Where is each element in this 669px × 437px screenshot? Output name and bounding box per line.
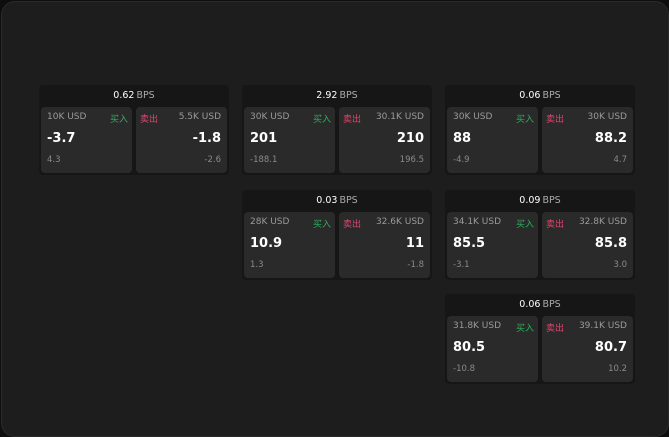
quote-card: 2.92 BPS 30K USD 买入 201 -188.1 卖出 30.1K U… [242,85,432,175]
quote-card: 0.06 BPS 31.8K USD 买入 80.5 -10.8 卖出 39.1K… [445,294,635,384]
buy-cell[interactable]: 28K USD 买入 10.9 1.3 [244,212,335,278]
ask-quantity: 30.1K USD [375,112,424,122]
bid-price: 201 [250,131,278,146]
bid-change: -10.8 [453,364,475,374]
ask-quantity: 30K USD [587,112,627,122]
bid-price: 80.5 [453,340,486,355]
bid-change: -3.1 [453,260,470,270]
spread-header: 0.06 BPS [445,85,635,106]
spread-value: 2.92 [316,90,338,101]
ask-quantity: 5.5K USD [178,112,221,122]
spread-value: 0.06 [519,299,541,310]
sell-label: 卖出 [546,324,565,334]
ask-price: 11 [405,236,424,251]
buy-label: 买入 [312,220,331,230]
ask-change: 196.5 [399,155,424,165]
sell-cell[interactable]: 卖出 30.1K USD 210 196.5 [339,107,430,173]
ask-price: 210 [396,131,424,146]
buy-label: 买入 [515,220,534,230]
buy-label: 买入 [109,115,128,125]
ask-change: -2.6 [204,155,221,165]
buy-cell[interactable]: 34.1K USD 买入 85.5 -3.1 [447,212,538,278]
ask-change: 3.0 [613,260,627,270]
spread-unit: BPS [339,90,358,101]
spread-unit: BPS [542,90,561,101]
spread-header: 0.03 BPS [242,190,432,211]
spread-unit: BPS [542,195,561,206]
sell-label: 卖出 [140,115,159,125]
sell-label: 卖出 [546,115,565,125]
buy-label: 买入 [312,115,331,125]
spread-unit: BPS [339,195,358,206]
buy-cell[interactable]: 31.8K USD 买入 80.5 -10.8 [447,316,538,382]
ask-change: 10.2 [608,364,627,374]
ask-price: 85.8 [594,236,627,251]
bid-quantity: 34.1K USD [453,217,502,227]
bid-quantity: 31.8K USD [453,321,502,331]
ask-quantity: 39.1K USD [578,321,627,331]
bid-price: 85.5 [453,236,486,251]
spread-header: 0.09 BPS [445,190,635,211]
bid-quantity: 30K USD [453,112,493,122]
quote-card: 0.03 BPS 28K USD 买入 10.9 1.3 卖出 32.6K USD… [242,190,432,280]
ask-change: -1.8 [407,260,424,270]
bid-change: 4.3 [47,155,61,165]
sell-cell[interactable]: 卖出 30K USD 88.2 4.7 [542,107,633,173]
ask-change: 4.7 [613,155,627,165]
bid-change: 1.3 [250,260,264,270]
buy-cell[interactable]: 30K USD 买入 201 -188.1 [244,107,335,173]
sell-label: 卖出 [343,220,362,230]
ask-price: -1.8 [192,131,221,146]
bid-change: -188.1 [250,155,278,165]
ask-quantity: 32.8K USD [578,217,627,227]
buy-cell[interactable]: 10K USD 买入 -3.7 4.3 [41,107,132,173]
spread-header: 0.62 BPS [39,85,229,106]
sell-cell[interactable]: 卖出 32.8K USD 85.8 3.0 [542,212,633,278]
sell-cell[interactable]: 卖出 5.5K USD -1.8 -2.6 [136,107,227,173]
bid-change: -4.9 [453,155,470,165]
bid-quantity: 30K USD [250,112,290,122]
spread-value: 0.06 [519,90,541,101]
ask-price: 88.2 [594,131,627,146]
bid-price: 10.9 [250,236,283,251]
ask-quantity: 32.6K USD [375,217,424,227]
spread-unit: BPS [136,90,155,101]
sell-cell[interactable]: 卖出 32.6K USD 11 -1.8 [339,212,430,278]
bid-quantity: 28K USD [250,217,290,227]
ask-price: 80.7 [594,340,627,355]
bid-price: -3.7 [47,131,76,146]
quote-card: 0.09 BPS 34.1K USD 买入 85.5 -3.1 卖出 32.8K … [445,190,635,280]
sell-label: 卖出 [343,115,362,125]
bid-price: 88 [453,131,472,146]
quote-card: 0.62 BPS 10K USD 买入 -3.7 4.3 卖出 5.5K USD … [39,85,229,175]
bid-quantity: 10K USD [47,112,87,122]
buy-cell[interactable]: 30K USD 买入 88 -4.9 [447,107,538,173]
spread-value: 0.09 [519,195,541,206]
sell-label: 卖出 [546,220,565,230]
spread-header: 2.92 BPS [242,85,432,106]
spread-unit: BPS [542,299,561,310]
buy-label: 买入 [515,115,534,125]
spread-value: 0.03 [316,195,338,206]
sell-cell[interactable]: 卖出 39.1K USD 80.7 10.2 [542,316,633,382]
quote-card: 0.06 BPS 30K USD 买入 88 -4.9 卖出 30K USD 88… [445,85,635,175]
spread-value: 0.62 [113,90,135,101]
buy-label: 买入 [515,324,534,334]
spread-header: 0.06 BPS [445,294,635,315]
